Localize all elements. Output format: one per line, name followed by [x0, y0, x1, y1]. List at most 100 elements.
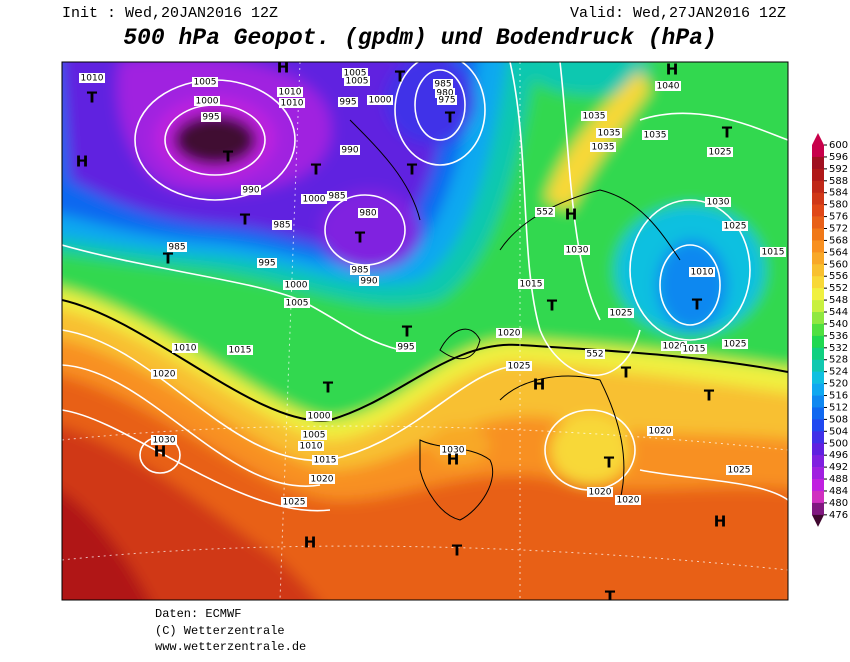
label-box [151, 435, 177, 445]
pressure-center: T [704, 387, 715, 405]
colorbar-segment [812, 467, 824, 480]
label-box [192, 77, 218, 87]
colorbar-label: 488 [829, 474, 848, 485]
map [62, 62, 788, 600]
isobar-label: 1020 [498, 329, 521, 339]
isobar-label: 975 [438, 96, 455, 106]
label-box [705, 197, 731, 207]
label-box [301, 194, 327, 204]
colorbar-label: 600 [829, 140, 848, 151]
isobar-label: 1025 [724, 222, 747, 232]
colorbar-label: 536 [829, 331, 848, 342]
label-box [535, 207, 555, 217]
isobar-label: 1010 [81, 74, 104, 84]
label-box [340, 145, 360, 155]
label-box [615, 495, 641, 505]
label-box [726, 465, 752, 475]
colorbar-segment [812, 395, 824, 408]
pressure-center: T [722, 124, 733, 142]
isobar-label: 1005 [286, 299, 309, 309]
pressure-center: T [445, 109, 456, 127]
init-time: Init : Wed,20JAN2016 12Z [62, 5, 278, 22]
pressure-center: H [447, 451, 460, 469]
colorbar-segment [812, 300, 824, 313]
colorbar-label: 508 [829, 414, 848, 425]
pressure-center: T [692, 296, 703, 314]
isobar-label: 1000 [196, 97, 219, 107]
colorbar-segment [812, 252, 824, 265]
isobar-label: 1005 [194, 78, 217, 88]
colorbar-label: 540 [829, 319, 848, 330]
isobar-label: 1020 [663, 342, 686, 352]
colorbar-segment [812, 312, 824, 325]
pressure-center: T [240, 211, 251, 229]
isobar-label: 990 [341, 146, 358, 156]
isobar-label: 1000 [285, 281, 308, 291]
label-box [367, 95, 393, 105]
isobar-label: 1005 [303, 431, 326, 441]
label-box [257, 258, 277, 268]
label-box [227, 345, 253, 355]
isobar-label: 985 [273, 221, 290, 231]
label-box [201, 112, 221, 122]
isobar-label: 1010 [279, 88, 302, 98]
isobar-label: 1015 [229, 346, 252, 356]
pressure-center: T [163, 250, 174, 268]
label-box [642, 130, 668, 140]
colorbar-segment [812, 288, 824, 301]
colorbar-segment [812, 419, 824, 432]
colorbar-label: 504 [829, 426, 848, 437]
isobar-label: 1025 [508, 362, 531, 372]
colorbar-arrow [812, 514, 824, 527]
colorbar-label: 584 [829, 188, 848, 199]
isobar-label: 1020 [153, 370, 176, 380]
colorbar-segment [812, 216, 824, 229]
colorbar-segment [812, 145, 824, 158]
map-title: 500 hPa Geopot. (gpdm) und Bodendruck (h… [123, 25, 717, 51]
label-box [359, 276, 379, 286]
isobar-label: 1000 [308, 412, 331, 422]
data-source: Daten: ECMWF [155, 607, 241, 621]
colorbar-label: 552 [829, 283, 848, 294]
graticule [62, 62, 788, 600]
colorbar-label: 576 [829, 212, 848, 223]
isobar-label: 1015 [314, 456, 337, 466]
colorbar-label: 592 [829, 164, 848, 175]
label-box [272, 220, 292, 230]
colorbar-label: 532 [829, 343, 848, 354]
label-box [440, 445, 466, 455]
label-box [298, 441, 324, 451]
isobar-label: 1015 [520, 280, 543, 290]
label-box [760, 247, 786, 257]
isobar-label: 1035 [644, 131, 667, 141]
pressure-center: H [714, 513, 727, 531]
label-box [581, 111, 607, 121]
colorbar-segment [812, 371, 824, 384]
label-box [309, 474, 335, 484]
label-box [590, 142, 616, 152]
label-box [194, 96, 220, 106]
isobar-label: 552 [536, 208, 553, 218]
isobar-label: 1035 [583, 112, 606, 122]
label-box [518, 279, 544, 289]
label-box [437, 95, 457, 105]
label-box [661, 341, 687, 351]
pressure-center: H [154, 443, 167, 461]
isobar-label: 990 [360, 277, 377, 287]
isobar-label: 980 [436, 89, 453, 99]
pressure-center: T [223, 148, 234, 166]
isobar-label: 1000 [303, 195, 326, 205]
label-box [241, 185, 261, 195]
label-box [655, 81, 681, 91]
label-box [596, 128, 622, 138]
isobar-label: 1010 [691, 268, 714, 278]
isobar-label: 980 [359, 209, 376, 219]
map-frame [61, 61, 789, 601]
isobar-label: 1020 [617, 496, 640, 506]
isobar-label: 990 [242, 186, 259, 196]
colorbar-segment [812, 502, 824, 516]
isobar-label: 995 [339, 98, 356, 108]
pressure-center: T [402, 323, 413, 341]
isobar-label: 1030 [153, 436, 176, 446]
label-box [342, 68, 368, 78]
